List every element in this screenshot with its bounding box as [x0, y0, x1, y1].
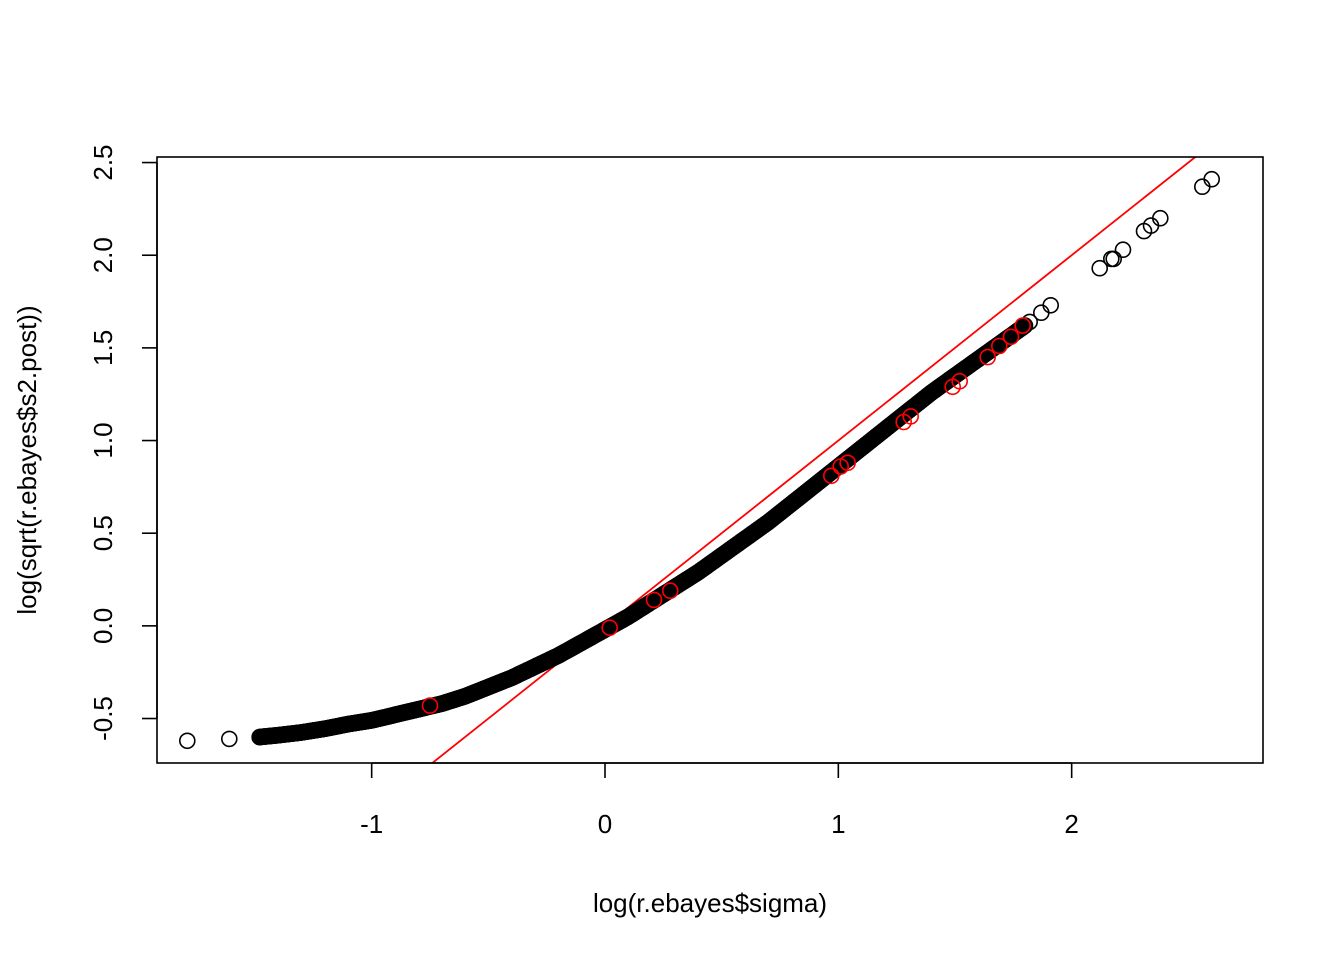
data-point-red — [1002, 328, 1020, 346]
y-tick-label: 0.5 — [88, 515, 118, 551]
data-point-outlier — [221, 730, 238, 748]
x-tick-label: -1 — [360, 809, 383, 839]
y-axis-label: log(sqrt(r.ebayes$s2.post)) — [12, 305, 42, 614]
data-point-red — [979, 348, 997, 366]
data-point-red — [951, 372, 969, 390]
data-point-outlier — [1114, 241, 1132, 258]
data-point-red — [661, 582, 679, 600]
y-axis: -0.5 0.0 0.5 1.0 1.5 2.0 2.5 — [88, 144, 158, 741]
data-point-outlier — [251, 728, 269, 746]
y-tick-label: 0.0 — [88, 608, 118, 644]
data-point-red — [822, 467, 840, 485]
data-point-red — [902, 408, 920, 425]
x-axis: -1 0 1 2 — [360, 762, 1079, 839]
data-point-outlier — [1194, 178, 1211, 195]
y-tick-label: 2.5 — [88, 144, 118, 180]
data-point-red — [990, 337, 1008, 355]
data-point-red — [601, 619, 619, 637]
y-tick-label: -0.5 — [88, 696, 118, 741]
x-tick-label: 1 — [831, 809, 845, 839]
black-point-series — [179, 170, 1220, 750]
x-tick-label: 0 — [598, 809, 612, 839]
plot-box — [156, 156, 1264, 764]
y-tick-label: 2.0 — [88, 237, 118, 273]
data-point-red — [1014, 317, 1032, 334]
data-point-outlier — [1033, 304, 1050, 322]
data-point-outlier — [179, 732, 196, 750]
data-point-outlier — [1042, 296, 1059, 314]
data-point-outlier — [1091, 259, 1108, 277]
y-tick-label: 1.5 — [88, 330, 118, 366]
reference-line — [430, 157, 1197, 763]
data-point-red — [839, 454, 857, 472]
reference-line-layer — [430, 157, 1197, 763]
data-point-outlier — [1203, 170, 1220, 188]
red-point-series — [421, 317, 1032, 714]
x-axis-label: log(r.ebayes$sigma) — [593, 888, 827, 918]
data-point-outlier — [1105, 250, 1122, 268]
data-point-outlier — [1152, 209, 1169, 227]
data-point-red — [421, 697, 439, 714]
y-tick-label: 1.0 — [88, 422, 118, 458]
data-point-red — [645, 591, 663, 609]
x-tick-label: 2 — [1064, 809, 1078, 839]
